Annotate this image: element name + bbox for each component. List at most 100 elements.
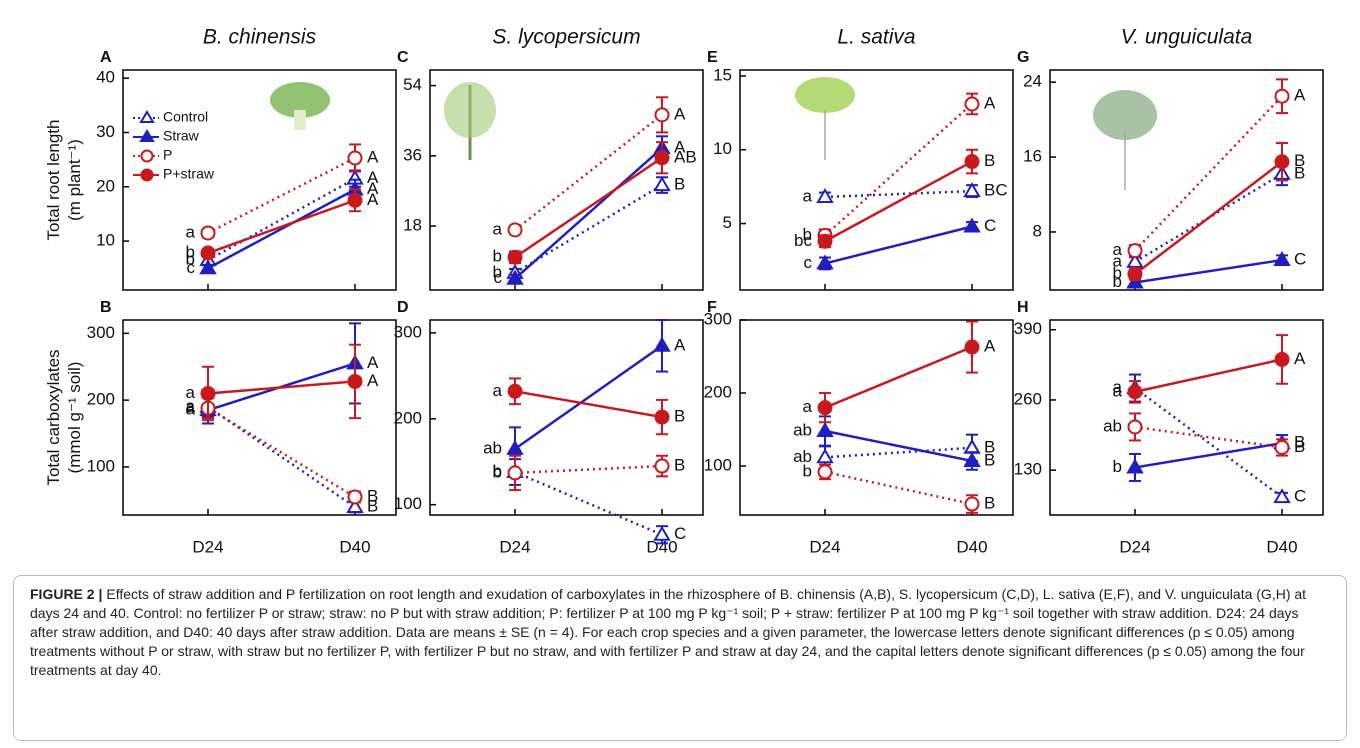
y-tick-label: 300	[704, 309, 732, 328]
legend-label: Control	[163, 109, 208, 125]
y-tick-label: 200	[704, 383, 732, 402]
significance-letter: b	[186, 243, 195, 262]
significance-letter: b	[1113, 272, 1122, 291]
series-line	[824, 103, 973, 237]
significance-letter: a	[186, 222, 196, 241]
series-line	[207, 407, 356, 499]
marker	[816, 254, 834, 270]
marker	[1127, 243, 1143, 259]
caption-text: Effects of straw addition and P fertiliz…	[30, 586, 1307, 678]
x-tick-label: D40	[339, 537, 370, 556]
y-tick-label: 130	[1014, 460, 1042, 479]
marker	[963, 451, 981, 467]
significance-letter: B	[1294, 433, 1305, 452]
significance-letter: A	[984, 337, 996, 356]
y-tick-label: 16	[1023, 147, 1042, 166]
plot-frame	[1049, 319, 1324, 516]
series-line	[824, 446, 973, 459]
marker	[506, 269, 524, 285]
series-line	[514, 344, 663, 450]
significance-letter: b	[803, 225, 812, 244]
plot-frame	[739, 69, 1014, 291]
significance-letter: b	[186, 250, 195, 269]
significance-letter: A	[674, 104, 686, 123]
y-tick-label: 24	[1023, 72, 1042, 91]
x-tick-label: D40	[1266, 537, 1297, 556]
significance-letter: A	[1294, 86, 1306, 105]
significance-letter: ab	[483, 438, 502, 457]
significance-letter: B	[674, 456, 685, 475]
marker	[653, 336, 671, 352]
x-tick-label: D24	[192, 537, 223, 556]
significance-letter: ab	[1103, 416, 1122, 435]
panel-label: F	[707, 299, 717, 316]
significance-letter: A	[674, 137, 686, 156]
series-line	[207, 380, 356, 395]
significance-letter: ab	[793, 447, 812, 466]
column-title: S. lycopersicum	[492, 26, 640, 49]
series-line	[514, 183, 663, 274]
significance-letter: C	[1294, 487, 1306, 506]
panel-label: A	[100, 49, 112, 66]
marker	[1273, 251, 1291, 267]
marker	[654, 409, 670, 425]
plot-frame	[1049, 69, 1324, 291]
series-line	[824, 429, 973, 463]
significance-letter: a	[1113, 240, 1123, 259]
significance-letter: b	[493, 462, 502, 481]
plot-frame	[429, 319, 704, 516]
significance-letter: C	[984, 216, 996, 235]
series-line	[1134, 160, 1283, 276]
caption: FIGURE 2 | Effects of straw addition and …	[13, 575, 1347, 741]
marker	[964, 154, 980, 170]
significance-letter: a	[803, 186, 813, 205]
marker	[1127, 384, 1143, 400]
marker	[1274, 88, 1290, 104]
y-tick-label: 54	[403, 75, 422, 94]
significance-letter: A	[367, 353, 379, 372]
y-tick-label: 260	[1014, 389, 1042, 408]
marker	[1273, 488, 1291, 504]
series-line	[824, 225, 973, 265]
y-tick-label: 390	[1014, 319, 1042, 338]
series-line	[1134, 358, 1283, 394]
significance-letter: b	[1113, 457, 1122, 476]
caption-label: FIGURE 2 |	[30, 586, 103, 602]
y-tick-label: 15	[713, 65, 732, 84]
series-line	[824, 470, 973, 506]
y-tick-label: 200	[87, 390, 115, 409]
significance-letter: c	[187, 258, 196, 277]
column-title: L. sativa	[837, 26, 915, 49]
marker	[817, 400, 833, 416]
legend-label: P+straw	[163, 166, 215, 182]
significance-letter: c	[494, 268, 503, 287]
x-tick-label: D40	[956, 537, 987, 556]
legend-marker	[140, 149, 154, 163]
marker	[963, 438, 981, 454]
significance-letter: A	[367, 168, 379, 187]
marker	[964, 339, 980, 355]
x-tick-label: D24	[809, 537, 840, 556]
significance-letter: A	[1294, 349, 1306, 368]
significance-letter: b	[493, 247, 502, 266]
column-title: B. chinensis	[203, 26, 317, 49]
y-tick-label: 100	[704, 456, 732, 475]
x-tick-label: D24	[1119, 537, 1150, 556]
significance-letter: bc	[794, 231, 812, 250]
significance-letter: B	[984, 494, 995, 513]
significance-letter: B	[984, 437, 995, 456]
marker	[964, 96, 980, 112]
series-line	[824, 160, 973, 243]
marker	[347, 373, 363, 389]
panel-label: C	[397, 49, 409, 66]
marker	[200, 225, 216, 241]
significance-letter: b	[1113, 264, 1122, 283]
marker	[1127, 419, 1143, 435]
series-line	[1134, 387, 1283, 499]
significance-letter: A	[984, 93, 996, 112]
series-line	[824, 345, 973, 409]
y-axis-label-line: Total carboxylates	[44, 349, 63, 485]
marker	[346, 498, 364, 513]
marker	[347, 150, 363, 166]
